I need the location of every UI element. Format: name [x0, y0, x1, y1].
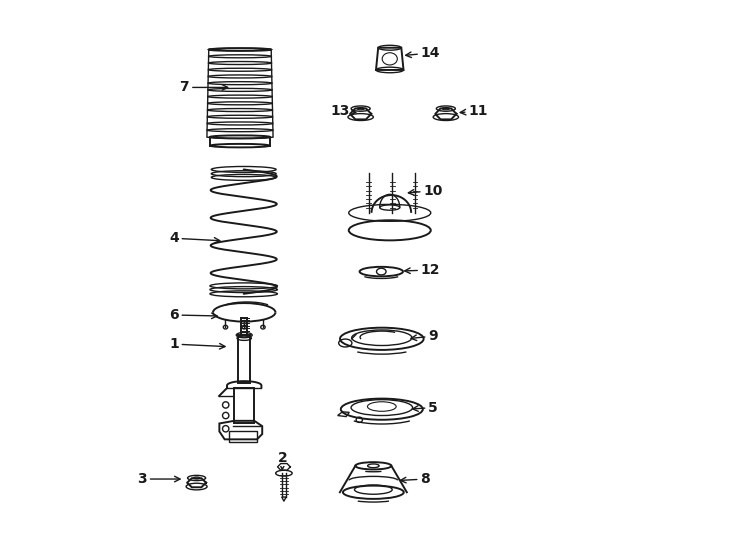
Text: 7: 7 — [180, 80, 228, 94]
Text: 13: 13 — [331, 104, 356, 118]
Text: 6: 6 — [169, 308, 217, 322]
Text: 10: 10 — [408, 184, 443, 198]
Text: 9: 9 — [411, 329, 438, 343]
Text: 12: 12 — [404, 263, 440, 277]
Text: 1: 1 — [169, 337, 225, 351]
Text: 5: 5 — [413, 401, 438, 415]
Text: 2: 2 — [277, 451, 287, 469]
Text: 3: 3 — [137, 472, 180, 486]
Text: 8: 8 — [401, 472, 430, 486]
Text: 11: 11 — [460, 104, 488, 118]
Text: 14: 14 — [406, 46, 440, 60]
Text: 4: 4 — [169, 231, 219, 245]
